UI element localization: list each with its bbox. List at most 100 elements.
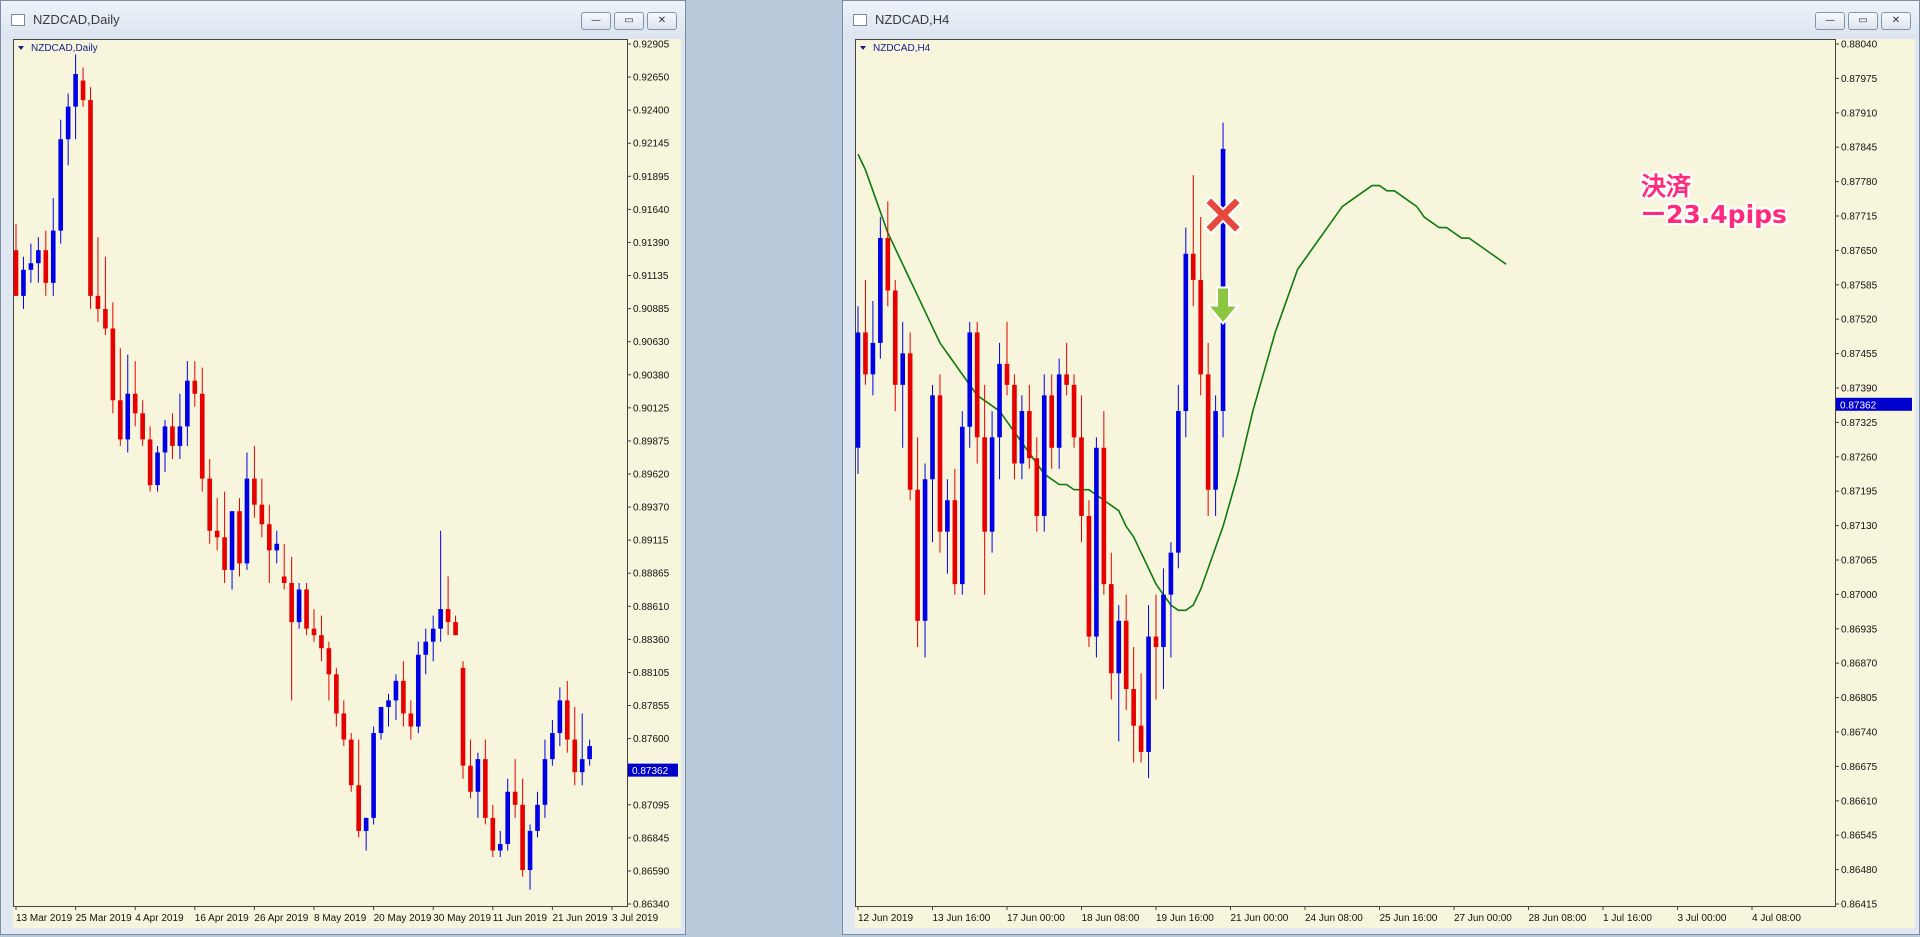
- candle-body: [1153, 636, 1159, 648]
- x-tick-label: 26 Apr 2019: [254, 913, 308, 924]
- x-tick-label: 24 Jun 08:00: [1305, 913, 1363, 924]
- chart-background: [13, 39, 681, 928]
- candle-body: [222, 537, 227, 570]
- candle-body: [65, 106, 71, 140]
- minimize-button[interactable]: —: [1815, 12, 1845, 30]
- y-tick-label: 0.92145: [633, 139, 670, 150]
- x-tick-label: 1 Jul 16:00: [1603, 913, 1652, 924]
- candle-body: [527, 830, 533, 871]
- current-price-tag: [628, 763, 678, 777]
- x-tick-label: 25 Mar 2019: [76, 913, 133, 924]
- y-tick-label: 0.87975: [1841, 74, 1878, 85]
- y-tick-label: 0.86675: [1841, 762, 1878, 773]
- candle-body: [147, 439, 153, 486]
- candlestick-chart-daily[interactable]: NZDCAD,Daily 0.92905 0.92650 0.92400 0.92145…: [13, 39, 681, 928]
- candle-body: [557, 700, 563, 734]
- candle-body: [1012, 384, 1017, 464]
- candle-body: [237, 511, 242, 564]
- candle-body: [982, 437, 987, 532]
- chart-window-daily[interactable]: NZDCAD,Daily — ▭ ✕ NZDCAD,Daily 0.92905 0.…: [0, 0, 686, 935]
- candle-body: [378, 706, 384, 734]
- candle-body: [73, 74, 78, 107]
- candle-body: [1190, 253, 1196, 280]
- y-tick-label: 0.86610: [1841, 796, 1878, 807]
- settlement-pips: ー23.4pips: [1641, 200, 1787, 229]
- x-tick-label: 16 Apr 2019: [195, 913, 249, 924]
- y-tick-label: 0.88105: [633, 668, 670, 679]
- candle-body: [311, 628, 317, 636]
- symbol-label: NZDCAD,H4: [873, 43, 931, 54]
- window-title: NZDCAD,H4: [875, 12, 950, 27]
- candle-body: [490, 817, 496, 851]
- candle-body: [1027, 411, 1032, 459]
- chart-area-daily[interactable]: NZDCAD,Daily 0.92905 0.92650 0.92400 0.92145…: [13, 39, 681, 928]
- y-tick-label: 0.88610: [633, 602, 670, 613]
- y-tick-label: 0.87520: [1841, 315, 1878, 326]
- y-tick-label: 0.87065: [1841, 556, 1878, 567]
- x-tick-label: 28 Jun 08:00: [1529, 913, 1587, 924]
- candle-body: [125, 393, 131, 440]
- candle-body: [185, 380, 190, 427]
- candle-body: [1064, 374, 1069, 385]
- candle-body: [1041, 395, 1047, 516]
- candle-body: [892, 290, 898, 385]
- x-tick-label: 25 Jun 16:00: [1380, 913, 1438, 924]
- y-tick-label: 0.90885: [633, 304, 670, 315]
- candle-body: [244, 478, 250, 564]
- y-tick-label: 0.86480: [1841, 865, 1878, 876]
- candle-body: [1019, 411, 1025, 464]
- y-tick-label: 0.87650: [1841, 246, 1878, 257]
- y-tick-label: 0.90630: [633, 337, 670, 348]
- candle-body: [1071, 384, 1077, 438]
- window-title: NZDCAD,Daily: [33, 12, 120, 27]
- candle-body: [28, 263, 34, 270]
- x-tick-label: 19 Jun 16:00: [1156, 913, 1214, 924]
- candle-body: [468, 765, 473, 792]
- window-titlebar[interactable]: NZDCAD,Daily — ▭ ✕: [1, 1, 685, 39]
- x-tick-label: 12 Jun 2019: [858, 913, 913, 924]
- restore-button[interactable]: ▭: [614, 12, 644, 30]
- candle-body: [334, 674, 339, 714]
- close-button[interactable]: ✕: [1881, 12, 1911, 30]
- candle-body: [520, 804, 525, 871]
- candle-body: [1161, 594, 1166, 648]
- candle-body: [259, 504, 265, 525]
- candle-body: [1183, 253, 1189, 412]
- restore-button[interactable]: ▭: [1848, 12, 1878, 30]
- candle-body: [885, 238, 891, 291]
- y-tick-label: 0.91135: [633, 271, 669, 282]
- candle-body: [959, 426, 965, 585]
- x-tick-label: 18 Jun 08:00: [1082, 913, 1140, 924]
- chart-window-icon: [853, 14, 867, 26]
- x-tick-label: 11 Jun 2019: [493, 913, 548, 924]
- current-price-label: 0.87362: [632, 766, 669, 777]
- minimize-button[interactable]: —: [581, 12, 611, 30]
- candle-body: [505, 791, 511, 844]
- candle-body: [13, 250, 19, 296]
- candle-body: [356, 785, 362, 831]
- y-tick-label: 0.89875: [633, 436, 670, 447]
- candle-body: [974, 332, 980, 438]
- chart-area-h4[interactable]: NZDCAD,H4 0.88040 0.87975 0.87910 0.87845 0.8…: [855, 39, 1915, 928]
- x-tick-label: 8 May 2019: [314, 913, 367, 924]
- candle-body: [423, 641, 429, 655]
- candle-body: [1004, 363, 1010, 385]
- candle-body: [274, 543, 280, 551]
- candle-body: [430, 628, 436, 642]
- x-tick-label: 4 Apr 2019: [135, 913, 184, 924]
- candle-body: [1205, 374, 1211, 490]
- candle-body: [110, 328, 116, 401]
- candle-body: [542, 759, 548, 805]
- candle-body: [415, 654, 421, 727]
- window-titlebar[interactable]: NZDCAD,H4 — ▭ ✕: [843, 1, 1919, 39]
- y-tick-label: 0.86740: [1841, 728, 1878, 739]
- y-tick-label: 0.87455: [1841, 349, 1878, 360]
- y-tick-label: 0.90125: [633, 403, 670, 414]
- candle-body: [319, 635, 324, 649]
- candle-body: [117, 400, 123, 440]
- chart-window-h4[interactable]: NZDCAD,H4 — ▭ ✕ NZDCAD,H4 0.88040 0.87975 0…: [842, 0, 1920, 935]
- close-button[interactable]: ✕: [647, 12, 677, 30]
- x-tick-label: 3 Jul 2019: [612, 913, 659, 924]
- candle-body: [989, 437, 995, 532]
- candlestick-chart-h4[interactable]: NZDCAD,H4 0.88040 0.87975 0.87910 0.87845 0.8…: [855, 39, 1915, 928]
